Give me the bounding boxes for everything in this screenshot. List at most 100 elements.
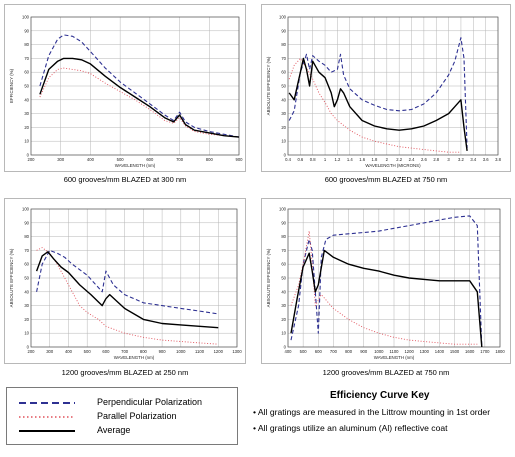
x-tick-label: 1200	[404, 349, 414, 354]
y-tick-label: 0	[284, 153, 287, 158]
chart-caption: 600 grooves/mm BLAZED at 750 nm	[324, 175, 448, 184]
y-tick-label: 30	[24, 303, 29, 308]
series-line-avg	[39, 57, 240, 138]
x-axis-label: WAVELENGTH (nm)	[374, 355, 415, 360]
y-tick-label: 50	[281, 276, 286, 281]
x-tick-label: 2	[386, 157, 389, 162]
x-tick-label: 800	[345, 349, 353, 354]
y-tick-label: 10	[24, 331, 29, 336]
x-tick-label: 2.4	[409, 157, 415, 162]
chart-caption: 1200 grooves/mm BLAZED at 250 nm	[61, 368, 189, 377]
y-tick-label: 20	[281, 125, 286, 130]
y-tick-label: 90	[24, 28, 29, 33]
x-tick-label: 1.8	[372, 157, 378, 162]
y-tick-label: 90	[281, 220, 286, 225]
x-tick-label: 1300	[420, 349, 430, 354]
x-tick-label: 3.4	[470, 157, 476, 162]
y-tick-label: 20	[281, 317, 286, 322]
y-tick-label: 10	[24, 139, 29, 144]
key-note-1: • All gratings are measured in the Littr…	[253, 407, 491, 417]
x-axis-label: WAVELENGTH (nm)	[115, 163, 156, 168]
chart-600-300: 200 300 400 500 600 700 800 900 0 10 20 30 40 50 60 70 8…	[9, 15, 244, 169]
x-tick-label: 500	[84, 349, 92, 354]
y-tick-label: 70	[24, 56, 29, 61]
x-tick-label: 1300	[232, 349, 242, 354]
y-tick-label: 60	[24, 70, 29, 75]
y-tick-label: 80	[281, 234, 286, 239]
x-tick-label: 1	[324, 157, 327, 162]
y-axis-label: ABSOLUTE EFFICIENCY (%)	[9, 248, 14, 307]
y-tick-label: 40	[24, 289, 29, 294]
y-tick-label: 10	[281, 139, 286, 144]
legend-swatch-par	[19, 416, 75, 418]
y-tick-label: 100	[279, 15, 287, 20]
chart-1200-750: 400 500 600 700 800 900 1000 1100 1200 1300 1400 15…	[266, 207, 505, 361]
x-tick-label: 800	[206, 157, 214, 162]
x-tick-label: 900	[360, 349, 368, 354]
x-tick-label: 500	[300, 349, 308, 354]
legend: Perpendicular Polarization Parallel Pola…	[6, 387, 238, 445]
chart-panel-600-300: 200 300 400 500 600 700 800 900 0 10 20 30 40 50 60 70 8…	[4, 4, 246, 172]
y-tick-label: 100	[279, 207, 287, 212]
y-tick-label: 60	[281, 70, 286, 75]
x-axis-label: WAVELENGTH (MICRONS)	[365, 163, 421, 168]
legend-item-perp: Perpendicular Polarization	[7, 396, 237, 410]
x-tick-label: 600	[146, 157, 154, 162]
legend-swatch-avg	[19, 430, 75, 432]
x-tick-label: 3.2	[458, 157, 464, 162]
x-tick-label: 900	[236, 157, 244, 162]
x-tick-label: 400	[65, 349, 73, 354]
key-note-2: • All gratings utilize an aluminum (Al) …	[253, 423, 448, 433]
y-tick-label: 90	[281, 28, 286, 33]
y-tick-label: 0	[27, 153, 30, 158]
x-tick-label: 3.8	[495, 157, 501, 162]
x-tick-label: 700	[176, 157, 184, 162]
plot-frame	[30, 208, 238, 348]
y-tick-label: 70	[281, 248, 286, 253]
series-line-perp	[39, 34, 240, 138]
x-tick-label: 1000	[374, 349, 384, 354]
y-tick-label: 70	[281, 56, 286, 61]
chart-caption: 1200 grooves/mm BLAZED at 750 nm	[322, 368, 450, 377]
x-tick-label: 900	[159, 349, 167, 354]
x-tick-label: 300	[46, 349, 54, 354]
x-tick-label: 1700	[480, 349, 490, 354]
x-tick-label: 1.4	[347, 157, 353, 162]
x-tick-label: 1400	[435, 349, 445, 354]
x-tick-label: 0.8	[310, 157, 316, 162]
plot-frame	[287, 208, 501, 348]
y-tick-label: 50	[281, 84, 286, 89]
x-tick-label: 700	[330, 349, 338, 354]
legend-item-par: Parallel Polarization	[7, 410, 237, 424]
chart-panel-600-750: 0.4 0.6 0.8 1 1.2 1.4 1.6 1.8 2 2.2 2.4 2.6 2.8 3 3.2 3…	[261, 4, 511, 172]
x-tick-label: 1.2	[334, 157, 340, 162]
y-tick-label: 90	[24, 220, 29, 225]
y-tick-label: 50	[24, 84, 29, 89]
x-tick-label: 600	[315, 349, 323, 354]
x-tick-label: 800	[140, 349, 148, 354]
series-line-par	[39, 67, 240, 138]
x-tick-label: 300	[57, 157, 65, 162]
x-tick-label: 500	[117, 157, 125, 162]
x-tick-label: 1000	[176, 349, 186, 354]
series-line-avg	[288, 57, 468, 151]
chart-1200-250: 200 300 400 500 600 700 800 900 1000 1100 1200 1300…	[9, 207, 242, 361]
series-line-avg	[290, 249, 483, 348]
y-tick-label: 50	[24, 276, 29, 281]
x-tick-label: 3.6	[483, 157, 489, 162]
legend-label-par: Parallel Polarization	[97, 411, 177, 421]
y-tick-label: 40	[281, 97, 286, 102]
y-tick-label: 20	[24, 317, 29, 322]
y-tick-label: 10	[281, 331, 286, 336]
x-tick-label: 600	[102, 349, 110, 354]
legend-swatch-perp	[19, 402, 75, 404]
x-tick-label: 200	[28, 157, 36, 162]
key-title: Efficiency Curve Key	[330, 390, 430, 401]
chart-caption: 600 grooves/mm BLAZED at 300 nm	[63, 175, 187, 184]
x-tick-label: 1500	[450, 349, 460, 354]
y-tick-label: 0	[284, 345, 287, 350]
plot-frame	[287, 16, 499, 156]
x-tick-label: 2.8	[433, 157, 439, 162]
y-tick-label: 80	[24, 42, 29, 47]
x-tick-label: 1100	[195, 349, 205, 354]
